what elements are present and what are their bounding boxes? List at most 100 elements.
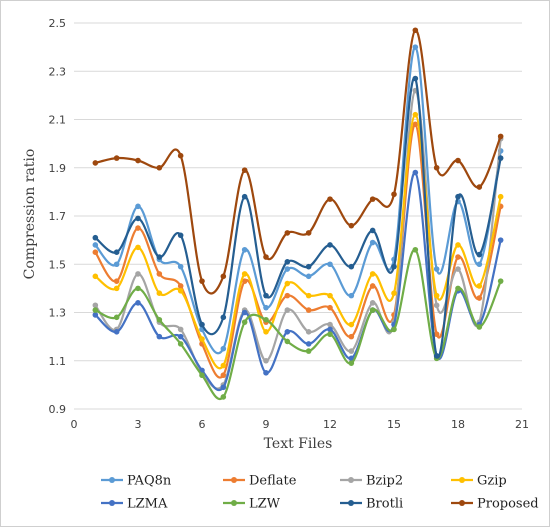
data-point: [177, 263, 184, 270]
series-line-paq8n: [94, 45, 502, 355]
x-tick-label: 15: [387, 418, 401, 431]
data-point: [220, 362, 227, 369]
data-point: [433, 302, 440, 309]
x-tick-label: 18: [451, 418, 465, 431]
data-point: [348, 321, 355, 328]
gridlines: [74, 22, 522, 362]
data-point: [391, 290, 397, 297]
data-point: [305, 292, 312, 299]
data-point: [92, 302, 99, 309]
data-point: [327, 304, 333, 311]
legend-item-proposed: Proposed: [451, 497, 539, 512]
series-brotli: [92, 75, 504, 359]
data-point: [369, 271, 376, 277]
data-point: [113, 155, 120, 161]
series-paq8n: [92, 44, 504, 355]
data-point: [412, 75, 419, 82]
data-point: [497, 237, 504, 243]
data-point: [369, 283, 376, 289]
data-point: [284, 338, 291, 345]
data-point: [284, 259, 291, 265]
data-point: [113, 278, 120, 284]
data-point: [156, 271, 163, 277]
data-point: [177, 287, 184, 294]
data-point: [412, 44, 419, 50]
data-point: [327, 326, 333, 333]
data-point: [455, 193, 461, 200]
legend-label: Bzip2: [366, 474, 403, 489]
data-point: [348, 222, 355, 229]
data-point: [433, 164, 440, 171]
data-point: [305, 230, 312, 236]
data-point: [455, 285, 461, 292]
y-tick-label: 0.9: [49, 403, 67, 416]
data-point: [263, 304, 269, 311]
data-point: [476, 295, 483, 301]
data-point: [305, 348, 312, 354]
data-point: [199, 372, 205, 379]
data-point: [156, 164, 163, 171]
legend-label: LZMA: [127, 497, 168, 512]
data-point: [327, 321, 333, 328]
data-point: [177, 232, 184, 239]
legend-item-gzip: Gzip: [451, 474, 507, 489]
data-point: [263, 329, 269, 335]
data-point: [455, 266, 461, 272]
legend-marker: [109, 477, 115, 483]
data-point: [497, 278, 504, 284]
data-point: [220, 372, 227, 379]
data-point: [369, 196, 376, 202]
data-point: [241, 167, 248, 173]
data-point: [220, 345, 227, 352]
y-axis-title: Compression ratio: [22, 149, 38, 280]
data-point: [433, 266, 440, 272]
data-point: [92, 160, 99, 166]
data-point: [476, 251, 483, 258]
legend-label: Gzip: [477, 474, 507, 489]
data-point: [156, 316, 163, 323]
data-point: [241, 319, 248, 325]
y-tick-label: 2.5: [49, 17, 67, 30]
x-tick-label: 0: [71, 418, 78, 431]
series-proposed: [92, 27, 504, 295]
data-point: [284, 230, 291, 236]
data-point: [92, 234, 99, 241]
y-tick-label: 1.7: [49, 210, 67, 223]
data-point: [412, 111, 419, 118]
data-point: [455, 242, 461, 248]
data-point: [497, 193, 504, 200]
data-point: [391, 263, 397, 270]
data-point: [476, 324, 483, 330]
data-point: [263, 357, 269, 364]
data-point: [327, 331, 333, 338]
data-point: [135, 244, 141, 251]
data-point: [241, 271, 248, 277]
data-point: [391, 191, 397, 198]
data-point: [497, 155, 504, 161]
data-point: [305, 341, 312, 347]
data-point: [113, 249, 120, 255]
legend-marker: [459, 477, 465, 483]
data-point: [135, 215, 141, 222]
x-tick-label: 21: [515, 418, 529, 431]
legend-item-paq8n: PAQ8n: [101, 474, 172, 489]
series-lzma: [92, 169, 504, 391]
data-point: [177, 326, 184, 333]
data-point: [284, 292, 291, 299]
data-point: [348, 333, 355, 340]
data-point: [263, 370, 269, 376]
data-point: [220, 384, 227, 391]
data-point: [433, 353, 440, 359]
data-point: [433, 331, 440, 338]
series-line-proposed: [95, 29, 502, 295]
data-point: [476, 261, 483, 268]
x-tick-label: 6: [199, 418, 206, 431]
data-point: [241, 193, 248, 200]
legend-item-lzma: LZMA: [101, 497, 168, 512]
data-point: [263, 254, 269, 260]
data-point: [305, 329, 312, 335]
data-point: [263, 292, 269, 299]
data-point: [92, 312, 99, 318]
legend-label: PAQ8n: [127, 474, 172, 489]
